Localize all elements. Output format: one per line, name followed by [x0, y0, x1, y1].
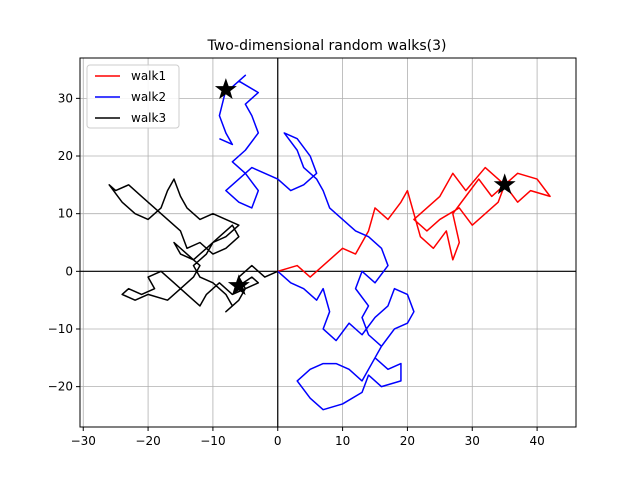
y-tick-label: 30: [58, 91, 73, 105]
end-marker-walk2: [214, 78, 237, 100]
zero-axes: [80, 58, 576, 427]
x-tick-label: 30: [465, 434, 480, 448]
legend-label-walk3: walk3: [131, 111, 166, 125]
end-marker-walk3: [227, 274, 250, 296]
x-tick-label: 40: [529, 434, 544, 448]
y-tick-label: −20: [48, 380, 73, 394]
x-tick-label: −30: [71, 434, 96, 448]
x-tick-label: 0: [274, 434, 282, 448]
y-ticks: −20 −10 0 10 20 30: [48, 91, 80, 394]
legend-label-walk2: walk2: [131, 90, 166, 104]
legend: walk1 walk2 walk3: [86, 64, 180, 129]
x-tick-label: −20: [135, 434, 160, 448]
x-ticks: −30 −20 −10 0 10 20 30 40: [71, 427, 545, 448]
y-tick-label: 10: [58, 207, 73, 221]
series-line-walk3: [108, 178, 279, 313]
x-tick-label: 20: [400, 434, 415, 448]
series-line-walk1: [277, 166, 551, 278]
series-line-walk2: [218, 74, 415, 411]
y-tick-label: 20: [58, 149, 73, 163]
legend-box: [86, 64, 180, 129]
x-tick-label: 10: [335, 434, 350, 448]
x-tick-label: −10: [200, 434, 225, 448]
plot-frame: [79, 57, 577, 428]
legend-label-walk1: walk1: [131, 69, 166, 83]
y-tick-label: −10: [48, 322, 73, 336]
series-group: [108, 74, 551, 411]
y-tick-label: 0: [65, 264, 73, 278]
end-marker-walk1: [493, 173, 516, 195]
end-markers: [214, 78, 516, 296]
chart-title: Two-dimensional random walks(3): [207, 38, 447, 54]
